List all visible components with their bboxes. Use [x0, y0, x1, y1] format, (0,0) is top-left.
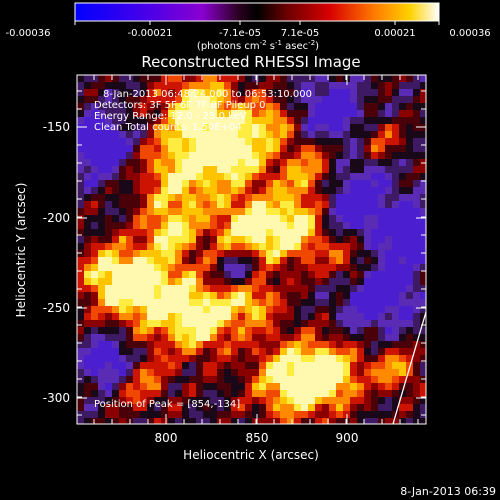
y-axis-label: Heliocentric Y (arcsec): [14, 183, 28, 318]
rhessi-image: [77, 75, 426, 424]
x-axis-label: Heliocentric X (arcsec): [183, 448, 319, 462]
colorbar: -0.00036 -0.00021 -7.1e-05 7.1e-05 0.000…: [6, 2, 491, 52]
colorbar-ticks: [74, 21, 440, 25]
x-tick-label: 800: [155, 431, 178, 445]
axis-ticks: [77, 75, 426, 424]
detectors-annotation: Detectors: 3F 5F 6F 7F 8F Pileup 0: [94, 100, 266, 111]
footer-timestamp: 8-Jan-2013 06:39: [400, 485, 496, 498]
colorbar-gradient: [74, 2, 440, 22]
y-tick-label: -150: [43, 120, 70, 134]
y-tick-label: -300: [43, 391, 70, 405]
energy-range-annotation: Energy Range: 12.0 - 25.0 keV: [94, 111, 247, 122]
time-range-annotation: 8-Jan-2013 06:48:24.000 to 06:53:10.000: [103, 89, 312, 100]
colorbar-tick-label: 0.00036: [449, 28, 490, 39]
y-tick-label: -200: [43, 211, 70, 225]
solar-limb-line: [392, 311, 426, 424]
colorbar-tick-label: -7.1e-05: [219, 28, 261, 39]
colorbar-tick-label: -0.00021: [128, 28, 173, 39]
y-tick-label: -250: [43, 301, 70, 315]
colorbar-tick-label: 7.1e-05: [281, 28, 319, 39]
x-tick-label: 850: [246, 431, 269, 445]
plot-frame: [76, 74, 427, 425]
colorbar-unit-label: (photons cm-2 s-1 asec-2): [197, 39, 319, 52]
colorbar-tick-label: 0.00021: [374, 28, 415, 39]
clean-counts-annotation: Clean Total counts: 1.50E+04: [94, 122, 242, 133]
x-tick-label: 900: [336, 431, 359, 445]
peak-position-annotation: Position of Peak = [854,-134]: [94, 399, 240, 410]
colorbar-tick-label: -0.00036: [6, 28, 51, 39]
plot-title: Reconstructed RHESSI Image: [141, 53, 360, 71]
